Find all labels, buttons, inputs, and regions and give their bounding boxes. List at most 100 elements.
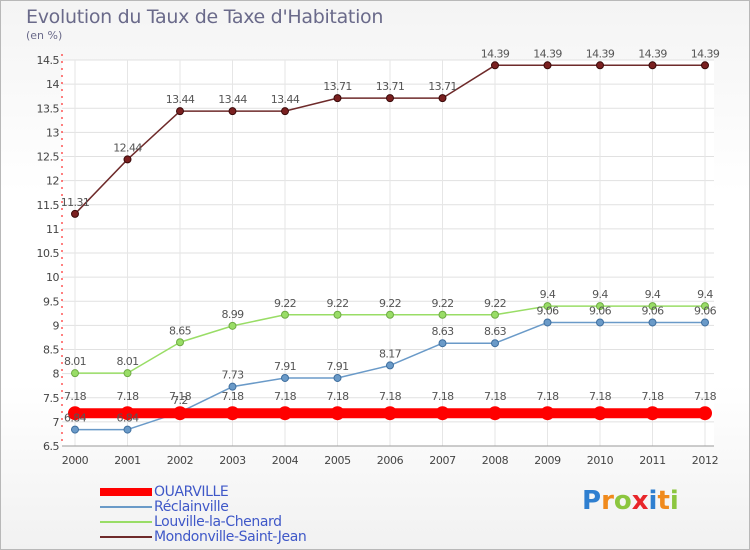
proxiti-logo: Proxiti	[582, 486, 679, 516]
y-tick-label: 7	[53, 416, 60, 429]
series-point-1	[228, 382, 237, 391]
y-tick-label: 11	[46, 223, 59, 236]
series-point-3	[386, 94, 394, 103]
series-point-0	[120, 406, 135, 421]
y-tick-label: 11.5	[37, 199, 60, 212]
series-point-1	[701, 318, 709, 327]
logo-letter: t	[657, 486, 670, 516]
y-tick-label: 14.5	[37, 54, 60, 67]
x-tick-label: 2005	[324, 454, 351, 467]
data-label: 13.71	[376, 80, 405, 93]
series-point-1	[333, 373, 342, 382]
data-label: 7.18	[379, 390, 402, 403]
legend-swatch	[100, 506, 152, 508]
data-label: 13.44	[166, 93, 195, 106]
data-label: 7.2	[172, 394, 188, 407]
series-point-0	[330, 406, 345, 421]
series-point-2	[281, 310, 289, 319]
data-label: 9.4	[645, 288, 661, 301]
series-point-0	[593, 406, 607, 421]
data-label: 9.4	[697, 288, 713, 301]
legend-label: OUARVILLE	[154, 484, 229, 500]
data-label: 7.18	[221, 390, 244, 403]
data-label: 7.18	[641, 390, 664, 403]
data-label: 6.84	[64, 412, 87, 425]
data-label: 7.18	[116, 390, 139, 403]
data-label: 7.91	[326, 360, 348, 373]
data-label: 9.22	[274, 297, 296, 310]
series-point-2	[596, 302, 604, 311]
series-point-3	[228, 107, 237, 116]
series-point-2	[438, 310, 447, 319]
data-label: 8.17	[379, 347, 402, 360]
series-point-3	[71, 209, 79, 218]
series-point-2	[648, 302, 657, 311]
data-label: 7.18	[589, 390, 612, 403]
series-point-1	[491, 339, 499, 348]
y-tick-label: 8	[53, 368, 60, 381]
chart-unit-label: (en %)	[26, 29, 63, 42]
data-label: 13.44	[218, 93, 247, 106]
series-point-1	[648, 318, 657, 327]
legend-swatch	[100, 536, 152, 538]
series-point-3	[596, 61, 604, 70]
series-point-3	[701, 61, 709, 70]
series-point-3	[543, 61, 552, 70]
series-point-2	[386, 310, 394, 319]
data-label: 13.71	[323, 80, 352, 93]
x-tick-label: 2004	[272, 454, 299, 467]
data-label: 7.18	[431, 390, 454, 403]
series-point-1	[281, 373, 289, 382]
data-label: 13.44	[271, 93, 300, 106]
data-label: 12.44	[113, 141, 142, 154]
data-label: 9.22	[326, 297, 348, 310]
series-point-3	[438, 94, 447, 103]
data-label: 8.65	[169, 324, 192, 337]
data-label: 14.39	[586, 47, 615, 60]
chart-title: Evolution du Taux de Taxe d'Habitation	[26, 6, 384, 28]
logo-letter: x	[631, 486, 649, 516]
x-tick-label: 2001	[114, 454, 140, 467]
x-tick-label: 2008	[482, 454, 509, 467]
series-point-0	[698, 406, 712, 421]
series-point-2	[71, 369, 79, 378]
series-point-3	[176, 107, 184, 116]
series-point-2	[543, 302, 552, 311]
y-tick-label: 12.5	[37, 151, 60, 164]
data-label: 7.18	[64, 390, 87, 403]
data-label: 7.18	[694, 390, 717, 403]
y-tick-label: 6.5	[43, 440, 59, 453]
data-label: 9.22	[484, 297, 506, 310]
series-point-1	[438, 339, 447, 348]
x-tick-label: 2000	[62, 454, 89, 467]
series-point-0	[278, 406, 292, 421]
x-tick-label: 2003	[219, 454, 246, 467]
series-point-1	[596, 318, 604, 327]
data-label: 8.01	[116, 355, 138, 368]
data-label: 6.84	[116, 412, 139, 425]
series-point-0	[68, 406, 82, 421]
data-label: 8.01	[64, 355, 86, 368]
data-label: 8.63	[484, 325, 507, 338]
data-label: 13.71	[428, 80, 457, 93]
legend-swatch	[100, 488, 152, 496]
series-point-2	[176, 338, 184, 347]
y-tick-label: 10.5	[37, 247, 60, 260]
series-point-2	[701, 302, 709, 311]
y-tick-label: 8.5	[43, 344, 59, 357]
data-label: 7.73	[221, 369, 244, 382]
data-label: 9.22	[379, 297, 401, 310]
data-label: 9.06	[641, 304, 664, 317]
series-point-0	[645, 406, 660, 421]
y-tick-label: 9.5	[43, 295, 59, 308]
data-label: 9.06	[536, 304, 559, 317]
logo-letter: i	[648, 486, 658, 516]
x-tick-label: 2009	[534, 454, 561, 467]
data-label: 7.91	[274, 360, 296, 373]
series-point-0	[225, 406, 240, 421]
series-point-1	[386, 361, 394, 370]
logo-letter: P	[582, 486, 602, 516]
series-point-3	[123, 155, 132, 164]
data-label: 14.39	[638, 47, 667, 60]
